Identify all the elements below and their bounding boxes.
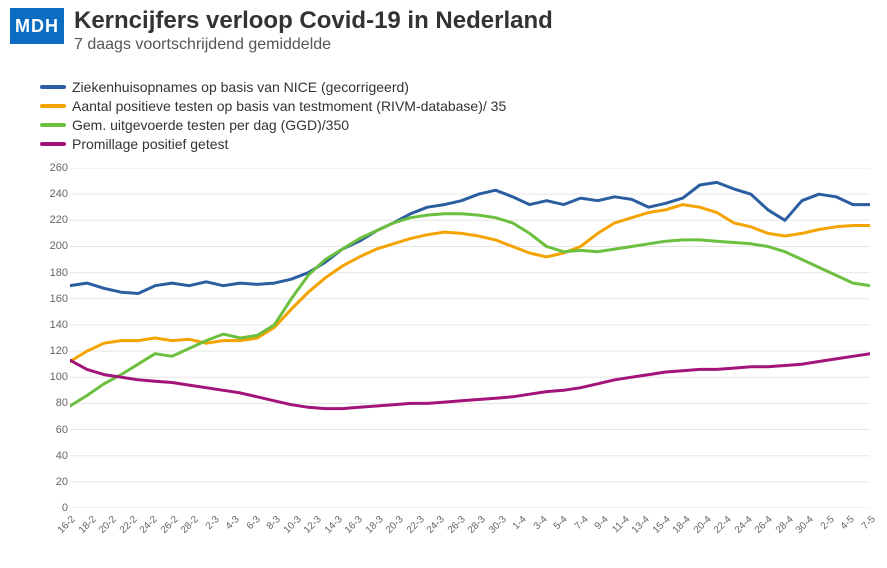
x-tick: 30-3 <box>487 514 509 536</box>
x-tick: 7-4 <box>573 514 591 532</box>
x-tick: 11-4 <box>610 514 631 535</box>
y-tick: 40 <box>40 450 68 462</box>
y-tick: 20 <box>40 476 68 488</box>
x-tick: 22-3 <box>405 514 427 536</box>
y-tick: 60 <box>40 424 68 436</box>
x-axis: 16-218-220-222-224-226-228-22-34-36-38-3… <box>40 510 870 560</box>
x-tick: 13-4 <box>630 514 652 536</box>
x-tick: 26-3 <box>446 514 468 536</box>
x-tick: 22-4 <box>712 514 734 536</box>
legend-swatch <box>40 123 66 127</box>
y-tick: 100 <box>40 371 68 383</box>
x-tick: 28-3 <box>466 514 488 536</box>
x-tick: 26-2 <box>158 514 180 536</box>
header: MDH Kerncijfers verloop Covid-19 in Nede… <box>0 0 887 54</box>
x-tick: 24-4 <box>733 514 755 536</box>
x-tick: 18-3 <box>364 514 386 536</box>
chart-legend: Ziekenhuisopnames op basis van NICE (gec… <box>40 78 506 154</box>
x-tick: 14-3 <box>323 514 345 536</box>
x-tick: 20-2 <box>97 514 119 536</box>
plot-area <box>70 168 870 508</box>
legend-swatch <box>40 104 66 108</box>
legend-label: Aantal positieve testen op basis van tes… <box>72 97 506 116</box>
y-tick: 260 <box>40 162 68 174</box>
x-tick: 22-2 <box>117 514 139 536</box>
y-tick: 240 <box>40 188 68 200</box>
x-tick: 10-3 <box>281 514 303 536</box>
y-tick: 220 <box>40 214 68 226</box>
legend-label: Gem. uitgevoerde testen per dag (GGD)/35… <box>72 116 349 135</box>
x-tick: 26-4 <box>753 514 775 536</box>
x-tick: 4-3 <box>224 514 242 532</box>
y-tick: 200 <box>40 240 68 252</box>
line-chart: 020406080100120140160180200220240260 <box>40 168 870 508</box>
x-tick: 15-4 <box>651 514 673 536</box>
x-tick: 20-4 <box>692 514 714 536</box>
x-tick: 18-4 <box>671 514 693 536</box>
series-line <box>70 354 870 409</box>
x-tick: 7-5 <box>860 514 878 532</box>
x-tick: 5-4 <box>552 514 570 532</box>
y-tick: 140 <box>40 319 68 331</box>
x-tick: 24-2 <box>138 514 160 536</box>
x-tick: 2-5 <box>819 514 837 532</box>
x-tick: 16-2 <box>56 514 78 536</box>
x-tick: 24-3 <box>425 514 447 536</box>
legend-label: Ziekenhuisopnames op basis van NICE (gec… <box>72 78 409 97</box>
x-tick: 30-4 <box>794 514 816 536</box>
y-tick: 80 <box>40 397 68 409</box>
x-tick: 18-2 <box>76 514 98 536</box>
x-tick: 20-3 <box>384 514 406 536</box>
legend-label: Promillage positief getest <box>72 135 228 154</box>
x-tick: 4-5 <box>839 514 857 532</box>
series-line <box>70 205 870 362</box>
legend-swatch <box>40 85 66 89</box>
y-tick: 120 <box>40 345 68 357</box>
page-title: Kerncijfers verloop Covid-19 in Nederlan… <box>74 8 553 34</box>
x-tick: 8-3 <box>265 514 283 532</box>
legend-item: Ziekenhuisopnames op basis van NICE (gec… <box>40 78 506 97</box>
y-axis: 020406080100120140160180200220240260 <box>40 168 68 508</box>
legend-swatch <box>40 142 66 146</box>
legend-item: Gem. uitgevoerde testen per dag (GGD)/35… <box>40 116 506 135</box>
logo: MDH <box>10 8 64 44</box>
x-tick: 28-2 <box>179 514 201 536</box>
legend-item: Promillage positief getest <box>40 135 506 154</box>
x-tick: 28-4 <box>774 514 796 536</box>
legend-item: Aantal positieve testen op basis van tes… <box>40 97 506 116</box>
page-subtitle: 7 daags voortschrijdend gemiddelde <box>74 36 553 54</box>
x-tick: 9-4 <box>593 514 611 532</box>
y-tick: 160 <box>40 293 68 305</box>
x-tick: 1-4 <box>511 514 529 532</box>
x-tick: 16-3 <box>343 514 365 536</box>
y-tick: 180 <box>40 267 68 279</box>
series-line <box>70 182 870 293</box>
x-tick: 3-4 <box>532 514 550 532</box>
x-tick: 6-3 <box>244 514 262 532</box>
x-tick: 12-3 <box>302 514 324 536</box>
x-tick: 2-3 <box>203 514 221 532</box>
